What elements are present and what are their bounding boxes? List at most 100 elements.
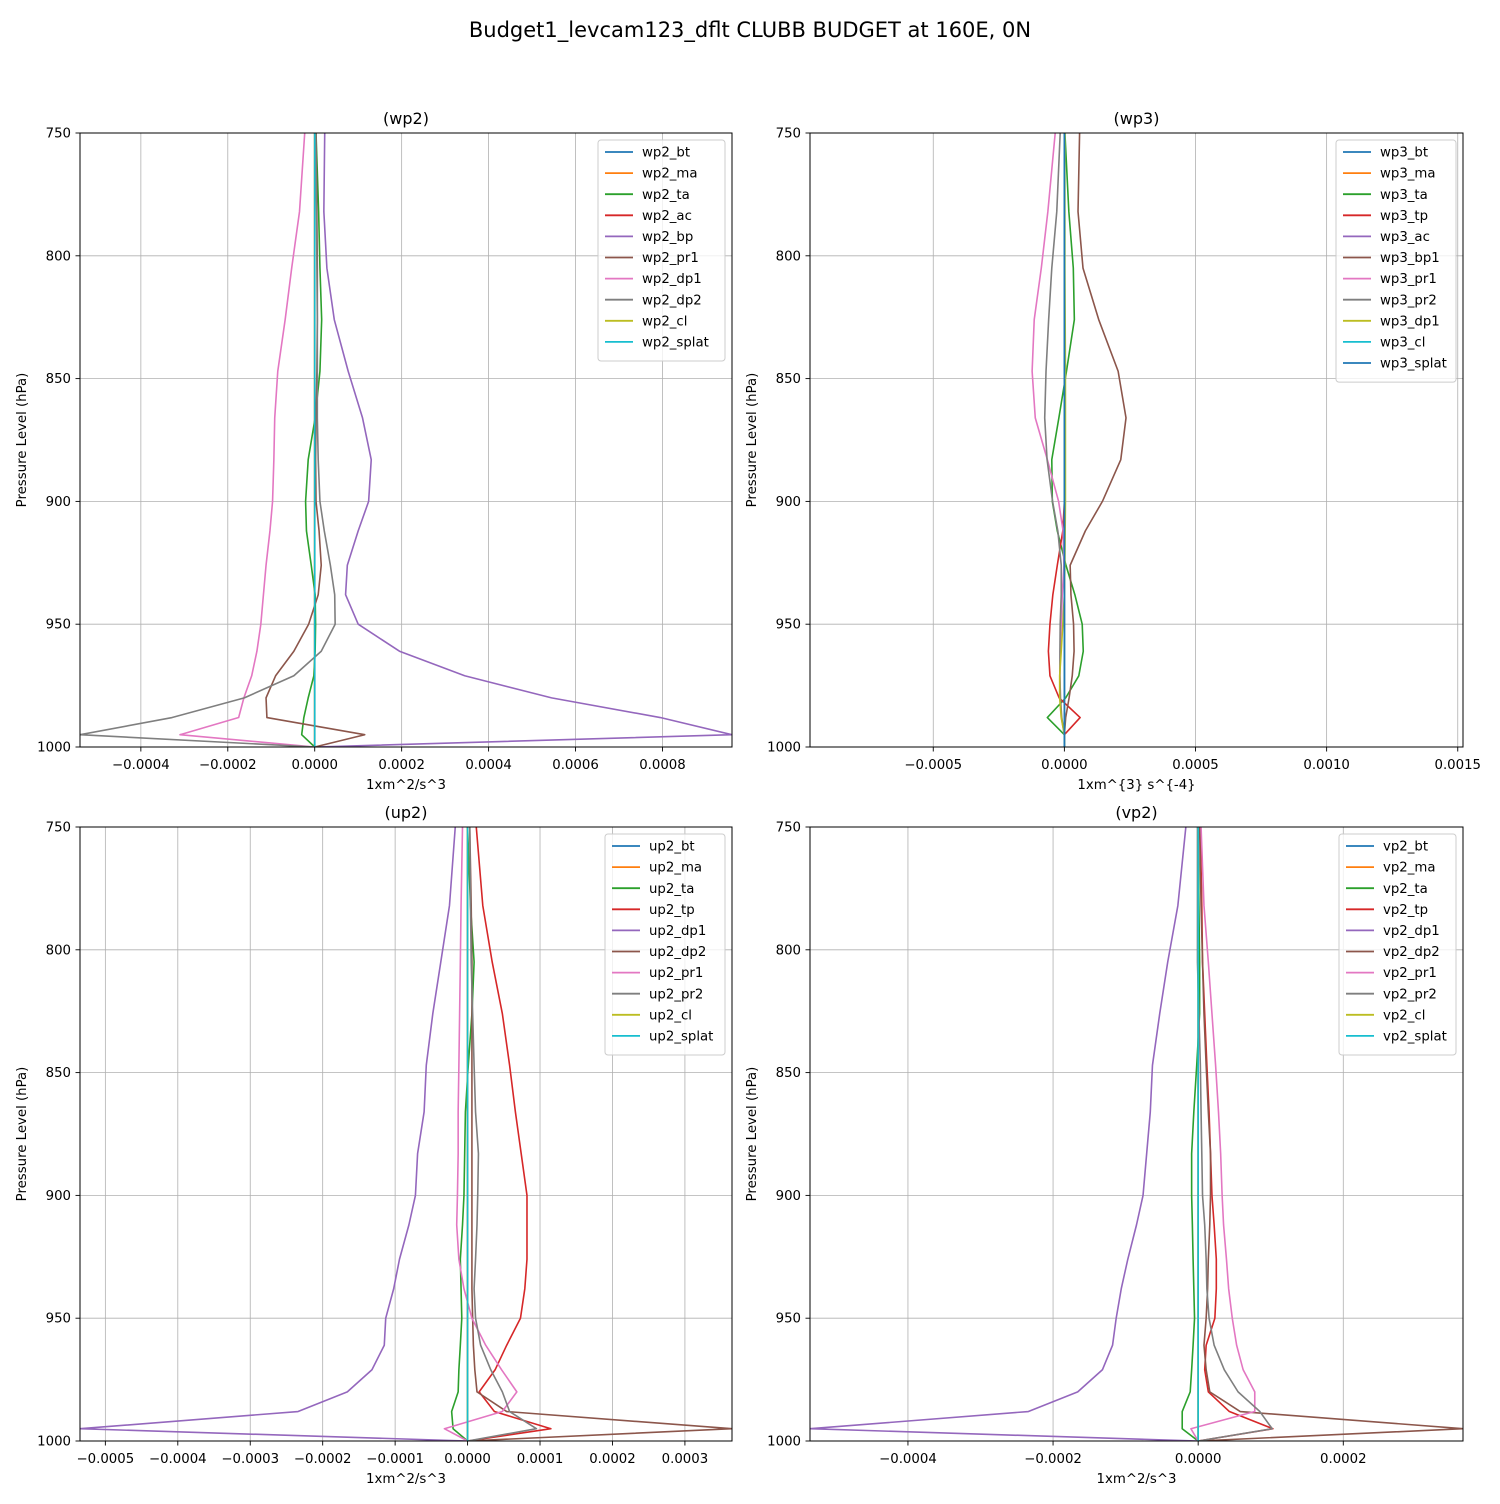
chart-title: (wp3): [1114, 109, 1160, 128]
series-line-wp3_bp1: [1063, 133, 1127, 747]
y-tick-label: 800: [46, 249, 71, 264]
legend-label-wp3_cl: wp3_cl: [1380, 336, 1425, 351]
axes-frame: [79, 826, 733, 1442]
chart-panel-1: −0.0004 −0.0002 0.0000 0.0002 0.0004 0.0006 0.…: [15, 109, 733, 793]
legend-label-up2_bt: up2_bt: [649, 840, 695, 855]
legend-label-wp2_ta: wp2_ta: [642, 188, 690, 203]
series-group: [1031, 133, 1127, 747]
x-tick-label: −0.0005: [77, 1452, 135, 1467]
x-tick-label: 0.0002: [589, 1452, 636, 1467]
y-tick-label: 1000: [767, 741, 801, 756]
legend-label-wp3_bp1: wp3_bp1: [1380, 251, 1440, 266]
y-tick-label: 950: [776, 1312, 801, 1327]
figure-title: Budget1_levcam123_dflt CLUBB BUDGET at 1…: [469, 18, 1031, 43]
series-line-up2_pr2: [467, 827, 538, 1441]
x-tick-label: 0.0001: [517, 1452, 564, 1467]
y-tick-label: 850: [46, 372, 71, 387]
y-tick-label: 950: [46, 618, 71, 633]
y-tick-label: 900: [46, 1189, 71, 1204]
x-tick-label: −0.0004: [112, 758, 170, 773]
x-tick-label: −0.0001: [366, 1452, 424, 1467]
series-group: [810, 827, 1463, 1441]
y-tick-label: 950: [46, 1312, 71, 1327]
legend-box: [597, 139, 726, 362]
x-tick-label: 0.0006: [552, 758, 599, 773]
legend-label-wp2_dp1: wp2_dp1: [642, 272, 702, 287]
x-axis-label: 1xm^2/s^3: [366, 778, 446, 793]
legend-label-wp3_splat: wp3_splat: [1380, 357, 1447, 372]
axes-frame: [79, 132, 733, 748]
x-axis-label: 1xm^2/s^3: [366, 1472, 446, 1487]
legend-label-wp3_tp: wp3_tp: [1380, 209, 1428, 224]
series-line-up2_dp1: [80, 827, 468, 1441]
y-tick-label: 950: [776, 618, 801, 633]
legend-box: [604, 833, 726, 1056]
legend-label-up2_splat: up2_splat: [649, 1030, 713, 1045]
legend-box: [1338, 833, 1457, 1056]
legend: wp3_bt wp3_ma wp3_ta wp3_tp wp3_ac wp3_bp1 wp3…: [1335, 139, 1457, 383]
legend-label-vp2_ma: vp2_ma: [1383, 861, 1436, 876]
chart-panel-2: −0.0005 0.0000 0.0005 0.0010 0.0015 750 800 850…: [745, 109, 1481, 793]
y-axis-label: Pressure Level (hPa): [745, 373, 760, 508]
legend-label-wp3_bt: wp3_bt: [1380, 146, 1428, 161]
axes-frame: [809, 132, 1464, 748]
legend-label-up2_tp: up2_tp: [649, 903, 695, 918]
x-tick-label: 0.0005: [1172, 758, 1219, 773]
legend-label-wp3_pr2: wp3_pr2: [1380, 293, 1437, 308]
series-line-vp2_ta: [1181, 827, 1201, 1441]
x-tick-label: 0.0004: [465, 758, 512, 773]
legend-label-wp2_ac: wp2_ac: [642, 209, 692, 224]
x-tick-label: 0.0000: [444, 1452, 491, 1467]
x-tick-label: −0.0003: [221, 1452, 279, 1467]
y-tick-label: 900: [776, 495, 801, 510]
legend-label-vp2_pr1: vp2_pr1: [1383, 966, 1437, 981]
legend-label-vp2_pr2: vp2_pr2: [1383, 987, 1437, 1002]
axes-frame: [809, 826, 1464, 1442]
y-tick-label: 750: [776, 127, 801, 142]
x-tick-label: 0.0010: [1303, 758, 1350, 773]
y-tick-label: 850: [776, 372, 801, 387]
series-line-wp2_bp: [314, 133, 732, 747]
x-tick-label: 0.0015: [1434, 758, 1481, 773]
x-axis-label: 1xm^{3} s^{-4}: [1077, 778, 1195, 793]
y-axis-label: Pressure Level (hPa): [15, 373, 30, 508]
series-line-up2_pr1: [443, 827, 518, 1441]
legend-label-vp2_dp1: vp2_dp1: [1383, 924, 1440, 939]
series-line-wp2_dp2: [80, 133, 336, 747]
x-tick-label: −0.0002: [199, 758, 257, 773]
y-tick-label: 1000: [767, 1435, 801, 1450]
legend-label-vp2_ta: vp2_ta: [1383, 882, 1428, 897]
y-axis-label: Pressure Level (hPa): [745, 1067, 760, 1202]
legend-label-up2_dp2: up2_dp2: [649, 945, 706, 960]
y-tick-label: 900: [46, 495, 71, 510]
series-group: [80, 827, 732, 1441]
legend-label-vp2_tp: vp2_tp: [1383, 903, 1428, 918]
chart-panel-3: −0.0005 −0.0004 −0.0003 −0.0002 −0.0001 0.000…: [15, 803, 733, 1487]
legend-label-wp2_bp: wp2_bp: [642, 230, 693, 245]
x-tick-label: 0.0000: [1175, 1452, 1222, 1467]
legend-label-up2_ma: up2_ma: [649, 861, 702, 876]
legend-label-vp2_dp2: vp2_dp2: [1383, 945, 1440, 960]
y-tick-label: 800: [776, 249, 801, 264]
x-tick-label: 0.0000: [1041, 758, 1088, 773]
chart-title: (vp2): [1115, 803, 1157, 822]
series-line-vp2_dp1: [810, 827, 1199, 1441]
x-tick-label: −0.0002: [294, 1452, 352, 1467]
y-tick-label: 1000: [37, 741, 71, 756]
legend-label-up2_ta: up2_ta: [649, 882, 694, 897]
x-tick-label: −0.0004: [879, 1452, 937, 1467]
legend-label-vp2_splat: vp2_splat: [1383, 1030, 1447, 1045]
x-tick-label: 0.0008: [639, 758, 686, 773]
x-tick-label: −0.0004: [149, 1452, 207, 1467]
legend-label-wp3_pr1: wp3_pr1: [1380, 272, 1437, 287]
legend: up2_bt up2_ma up2_ta up2_tp up2_dp1 up2_dp2up…: [604, 833, 726, 1056]
series-line-wp2_ta: [300, 133, 323, 747]
x-tick-label: −0.0002: [1024, 1452, 1082, 1467]
series-line-wp2_dp1: [179, 133, 315, 747]
legend-label-up2_pr2: up2_pr2: [649, 987, 703, 1002]
legend-label-wp2_cl: wp2_cl: [642, 314, 687, 329]
chart-title: (wp2): [383, 109, 429, 128]
series-line-vp2_dp2: [1198, 827, 1463, 1441]
y-tick-label: 800: [46, 943, 71, 958]
